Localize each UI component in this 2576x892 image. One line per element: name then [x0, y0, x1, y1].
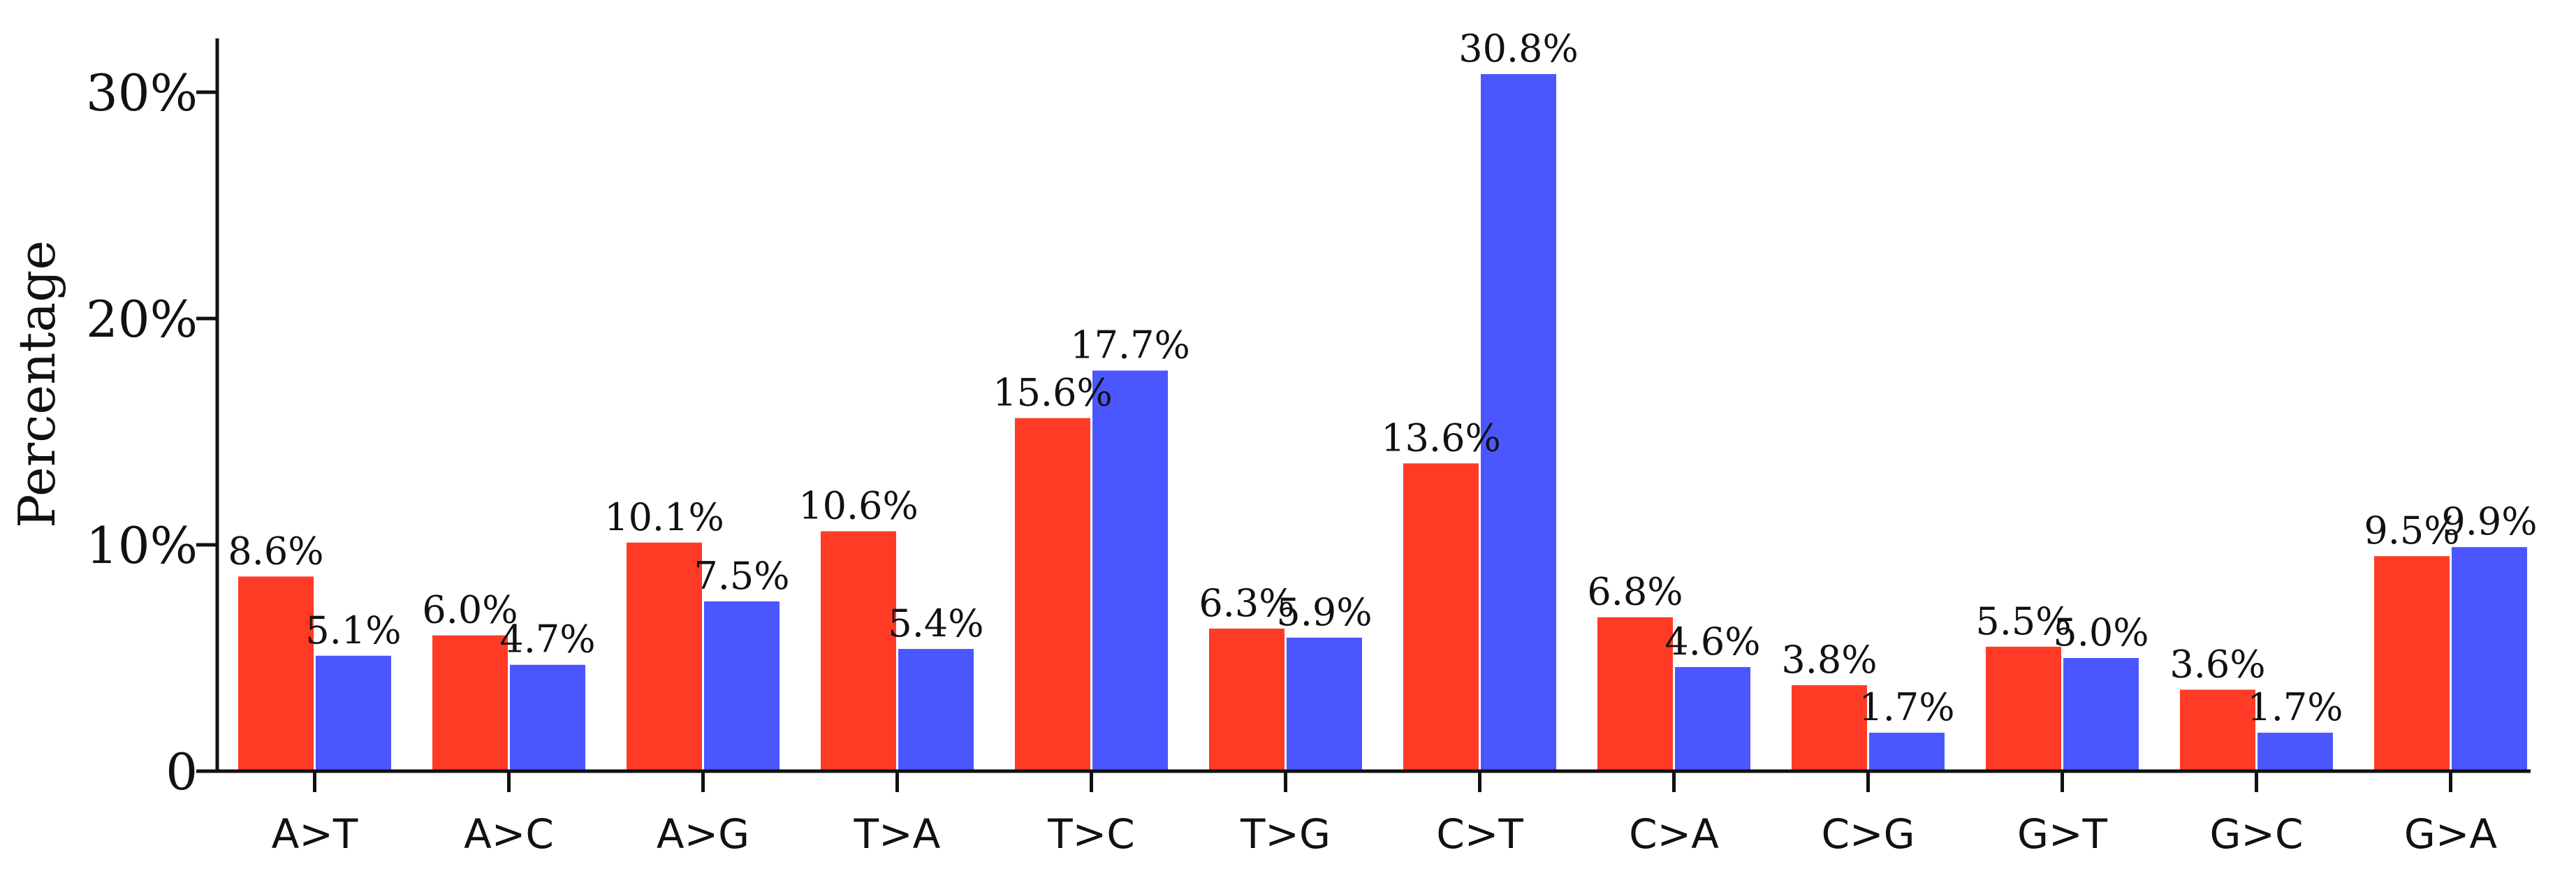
bar-series-blue-G-to-A — [2452, 547, 2527, 771]
data-label-series-red: 10.6% — [798, 484, 919, 528]
y-tick-label: 0 — [166, 743, 198, 801]
data-label-series-red: 10.1% — [604, 495, 724, 539]
data-label-series-blue: 5.0% — [2053, 610, 2149, 655]
x-axis-ticks: A>T A>C A>G T>A T>C T>G C>T C>A C>G G>T G>C G>A — [272, 771, 2498, 858]
data-label-series-red: 8.6% — [228, 529, 323, 573]
bar-series-red-C-to-T — [1403, 463, 1479, 771]
data-labels: 8.6%5.1% 6.0%4.7%10.1%7.5%10.6%5.4%15.6%1… — [228, 27, 2537, 729]
bar-series-red-G-to-A — [2374, 556, 2450, 771]
bar-series-blue-G-to-C — [2257, 732, 2333, 771]
bar-series-red-T-to-G — [1209, 628, 1285, 771]
x-tick-label: T>C — [1047, 810, 1135, 858]
data-label-series-blue: 30.8% — [1458, 27, 1579, 71]
bar-series-blue-T-to-A — [898, 649, 974, 771]
bar-series-red-A-to-T — [238, 576, 314, 771]
data-label-series-blue: 5.1% — [305, 608, 401, 652]
x-tick-label: T>G — [1240, 810, 1331, 858]
data-label-series-red: 3.8% — [1781, 638, 1877, 682]
bar-series-blue-A-to-C — [510, 664, 585, 771]
y-tick-label: 20% — [86, 290, 198, 349]
x-tick-label: G>A — [2404, 810, 2498, 858]
data-label-series-blue: 1.7% — [1859, 685, 1954, 729]
data-label-series-red: 15.6% — [993, 371, 1113, 415]
y-tick-label: 10% — [86, 516, 198, 575]
x-tick-label: C>T — [1436, 810, 1523, 858]
y-tick-label: 30% — [86, 64, 198, 122]
x-tick-label: T>A — [854, 810, 941, 858]
data-label-series-red: 9.5% — [2364, 509, 2459, 553]
bar-series-blue-T-to-G — [1287, 637, 1362, 771]
bar-series-blue-G-to-T — [2063, 658, 2139, 771]
bar-series-red-G-to-C — [2180, 689, 2255, 771]
bar-series-blue-C-to-G — [1869, 732, 1945, 771]
y-axis-label: Percentage — [8, 240, 66, 528]
bar-series-blue-A-to-T — [316, 655, 391, 771]
bar-series-red-T-to-C — [1015, 418, 1090, 771]
x-tick-label: C>A — [1629, 810, 1719, 858]
bar-series-blue-A-to-G — [704, 601, 780, 771]
data-label-series-blue: 7.5% — [694, 554, 789, 598]
bar-series-blue-T-to-C — [1092, 370, 1168, 771]
bar-series-red-G-to-T — [1986, 646, 2061, 771]
data-label-series-blue: 17.7% — [1070, 323, 1190, 367]
bar-series-red-C-to-G — [1792, 685, 1867, 771]
x-tick-label: A>G — [657, 810, 749, 858]
bar-series-red-A-to-C — [432, 635, 508, 771]
x-tick-label: G>C — [2209, 810, 2303, 858]
x-tick-label: A>C — [464, 810, 554, 858]
bars — [238, 74, 2527, 771]
data-label-series-blue: 5.4% — [888, 601, 983, 645]
bar-series-red-T-to-A — [821, 531, 896, 771]
y-axis-ticks: 0 10% 20% 30% — [86, 64, 217, 801]
bar-series-blue-C-to-T — [1481, 74, 1556, 771]
data-label-series-blue: 1.7% — [2247, 685, 2343, 729]
x-tick-label: G>T — [2017, 810, 2108, 858]
data-label-series-red: 13.6% — [1381, 416, 1501, 460]
bar-series-red-C-to-A — [1597, 617, 1673, 771]
y-axis-label-group: Percentage — [8, 240, 66, 528]
data-label-series-red: 6.8% — [1587, 570, 1683, 614]
bar-series-red-A-to-G — [627, 542, 702, 771]
bar-series-blue-C-to-A — [1675, 666, 1750, 771]
x-tick-label: A>T — [272, 810, 358, 858]
x-tick-label: C>G — [1821, 810, 1915, 858]
data-label-series-red: 5.5% — [1975, 599, 2071, 643]
data-label-series-blue: 9.9% — [2441, 499, 2537, 543]
data-label-series-red: 3.6% — [2169, 642, 2265, 686]
data-label-series-blue: 4.7% — [499, 617, 595, 661]
data-label-series-blue: 4.6% — [1664, 620, 1760, 664]
data-label-series-blue: 5.9% — [1276, 590, 1372, 634]
data-label-series-red: 6.0% — [422, 588, 518, 632]
data-label-series-red: 6.3% — [1199, 581, 1294, 625]
